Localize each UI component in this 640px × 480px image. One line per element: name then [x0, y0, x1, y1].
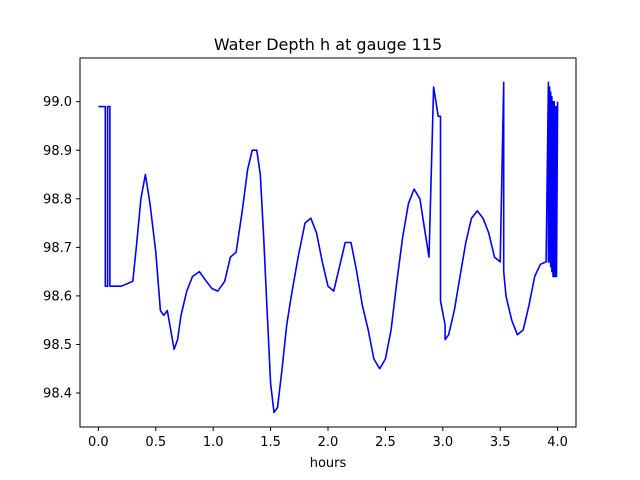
y-tick-label: 98.9: [43, 144, 72, 159]
x-tick-label: 1.5: [260, 435, 281, 450]
x-tick-label: 3.5: [490, 435, 511, 450]
x-axis-label: hours: [310, 456, 347, 471]
y-tick-label: 98.7: [43, 241, 72, 256]
x-tick-label: 2.5: [375, 435, 396, 450]
x-tick-label: 0.0: [88, 435, 109, 450]
x-tick-label: 0.5: [145, 435, 166, 450]
y-tick-label: 98.6: [43, 289, 72, 304]
x-tick-label: 2.0: [318, 435, 339, 450]
plot-series: [98, 81, 559, 414]
x-axis: 0.0 0.5 1.0 1.5 2.0 2.5 3.0 3.5 4.0: [88, 427, 568, 450]
plot-frame: [79, 57, 577, 428]
x-tick-label: 3.0: [432, 435, 453, 450]
x-tick-label: 1.0: [203, 435, 224, 450]
y-tick-label: 99.0: [43, 95, 72, 110]
y-tick-label: 98.4: [43, 387, 72, 402]
y-tick-label: 98.5: [43, 338, 72, 353]
y-tick-label: 98.8: [43, 192, 72, 207]
y-axis: 98.4 98.5 98.6 98.7 98.8 98.9 99.0: [43, 95, 80, 402]
water-depth-line: [98, 81, 559, 414]
x-tick-label: 4.0: [547, 435, 568, 450]
chart-title: Water Depth h at gauge 115: [214, 35, 442, 54]
